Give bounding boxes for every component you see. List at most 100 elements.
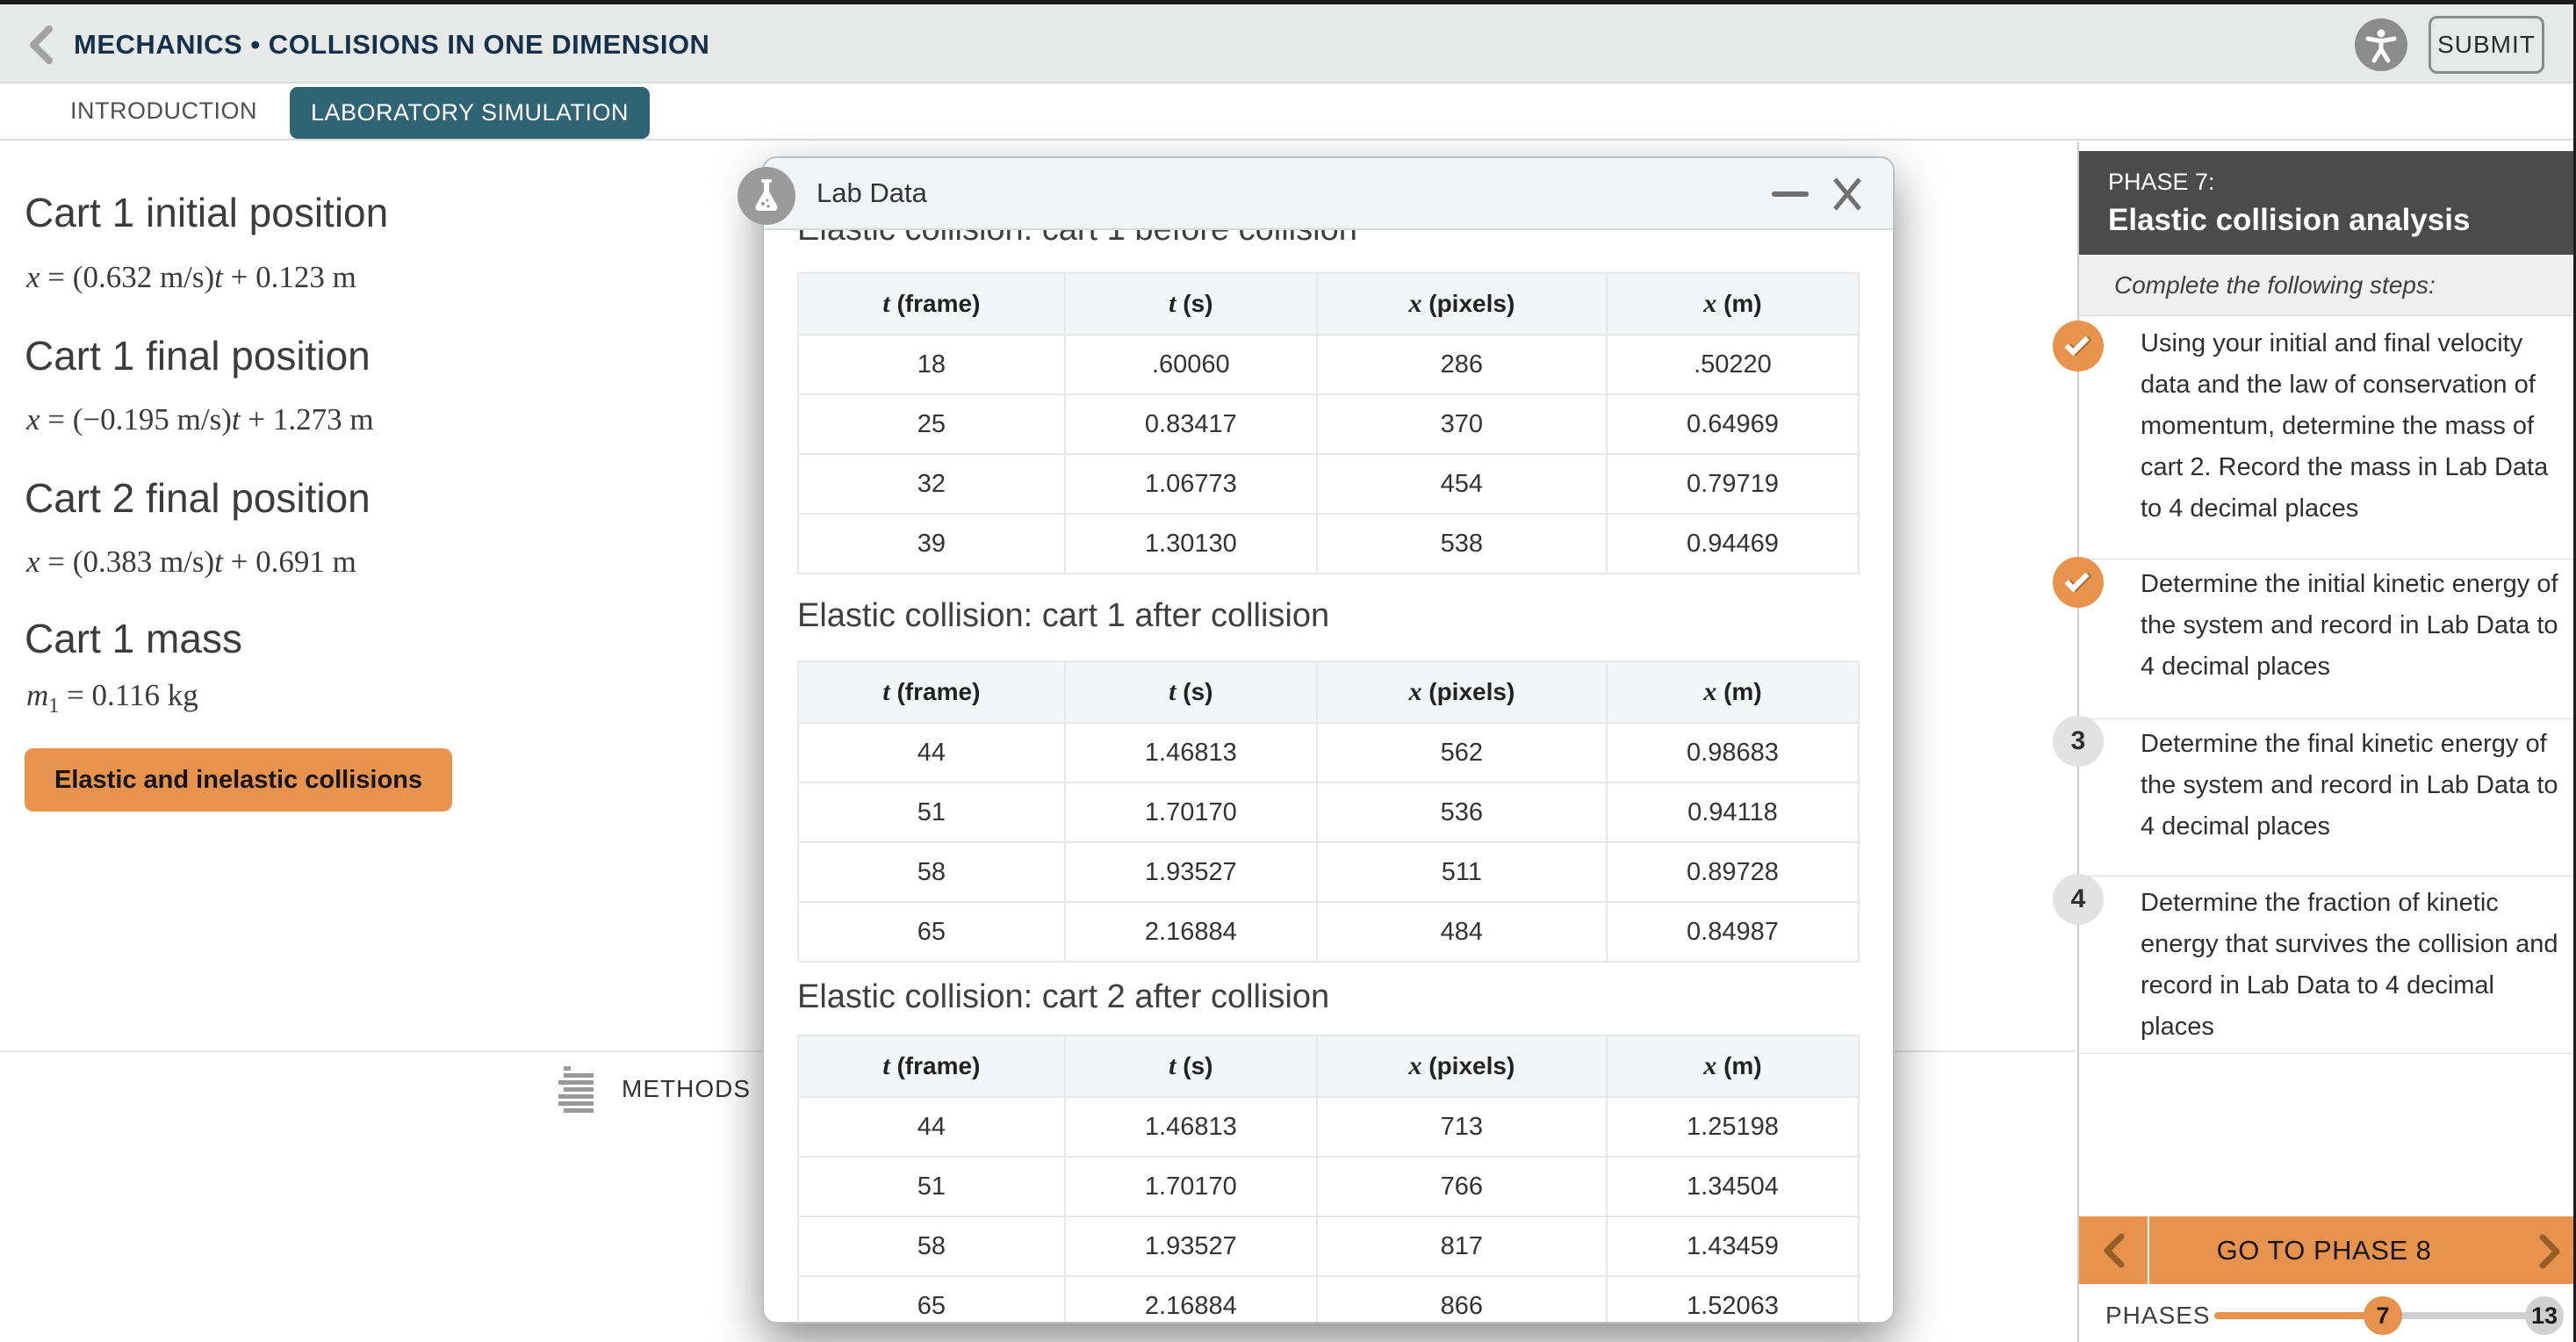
cell-x-pixels: 511 — [1315, 841, 1608, 903]
section-heading-cart2-final: Cart 2 final position — [25, 475, 371, 521]
equation-text: + 0.691 m — [222, 545, 356, 579]
steps-instruction: Complete the following steps: — [2079, 255, 2576, 316]
cell-x-m: .50220 — [1605, 334, 1860, 395]
col-t-frame: t (frame) — [797, 1035, 1066, 1098]
chevron-left-icon — [30, 25, 53, 64]
cell-x-pixels: 713 — [1315, 1096, 1608, 1158]
cell-t-frame: 18 — [797, 334, 1066, 395]
cell-t-frame: 51 — [797, 782, 1066, 843]
page-title: MECHANICS • COLLISIONS IN ONE DIMENSION — [74, 29, 710, 60]
cell-t-s: 0.83417 — [1063, 393, 1318, 455]
submit-button[interactable]: SUBMIT — [2428, 16, 2544, 74]
col-t-s: t (s) — [1063, 1035, 1318, 1098]
equation-text: = (−0.195 m/s) — [40, 402, 232, 437]
minimize-icon[interactable] — [1772, 191, 1809, 197]
cell-t-frame: 51 — [797, 1156, 1066, 1217]
section-heading-cart1-final: Cart 1 final position — [25, 333, 371, 379]
equation-var: t — [214, 260, 223, 294]
methods-button[interactable]: METHODS — [553, 1064, 751, 1114]
go-to-phase-button[interactable]: GO TO PHASE 8 — [2149, 1216, 2576, 1284]
cell-t-frame: 39 — [797, 513, 1066, 574]
equation-var: m — [26, 678, 49, 712]
table-row: 51 1.70170 766 1.34504 — [797, 1156, 1860, 1217]
lab-data-title: Lab Data — [817, 177, 927, 208]
table-row: 58 1.93527 817 1.43459 — [797, 1216, 1860, 1277]
lab-data-header[interactable]: Lab Data — [764, 158, 1893, 230]
phases-total-value: 13 — [2530, 1302, 2558, 1329]
equation-cart2-final: x = (0.383 m/s)t + 0.691 m — [26, 545, 356, 580]
previous-phase-button[interactable] — [2079, 1216, 2149, 1284]
cell-x-pixels: 370 — [1315, 393, 1608, 455]
tab-introduction[interactable]: INTRODUCTION — [70, 97, 257, 124]
equation-text: + 1.273 m — [240, 402, 374, 437]
step-4-text: Determine the fraction of kinetic energy… — [2141, 889, 2558, 1041]
cell-x-pixels: 562 — [1315, 722, 1608, 783]
table-row: 25 0.83417 370 0.64969 — [797, 393, 1860, 455]
cell-x-pixels: 538 — [1315, 513, 1608, 574]
table-row: 58 1.93527 511 0.89728 — [797, 841, 1860, 903]
table-title-cart1-after: Elastic collision: cart 1 after collisio… — [797, 597, 1330, 634]
table-row: 18 .60060 286 .50220 — [797, 334, 1860, 395]
data-table-cart2-after: t (frame) t (s) x (pixels) x (m) 44 1.46… — [797, 1035, 1860, 1322]
col-x-pixels: x (pixels) — [1315, 272, 1608, 336]
step-3: 3 Determine the final kinetic energy of … — [2053, 716, 2576, 876]
equation-cart1-final: x = (−0.195 m/s)t + 1.273 m — [26, 402, 374, 437]
col-x-pixels: x (pixels) — [1315, 660, 1608, 724]
step-1-check-icon — [2053, 321, 2104, 372]
back-button[interactable] — [21, 24, 63, 66]
col-x-pixels: x (pixels) — [1315, 1035, 1608, 1098]
cell-x-m: 0.84987 — [1605, 901, 1860, 963]
table-row: 44 1.46813 713 1.25198 — [797, 1096, 1860, 1158]
window-frame-top — [0, 0, 2576, 4]
equation-var: x — [26, 545, 40, 579]
elastic-inelastic-collisions-button[interactable]: Elastic and inelastic collisions — [25, 748, 453, 812]
table-row: 32 1.06773 454 0.79719 — [797, 453, 1860, 515]
cell-x-m: 1.52063 — [1605, 1275, 1860, 1322]
cell-t-s: 1.70170 — [1063, 782, 1318, 843]
top-bar: MECHANICS • COLLISIONS IN ONE DIMENSION … — [0, 4, 2576, 83]
lab-data-scroll-area[interactable]: Elastic collision: cart 1 before collisi… — [764, 230, 1893, 1322]
tab-laboratory-simulation[interactable]: LABORATORY SIMULATION — [290, 87, 650, 139]
phase-title: Elastic collision analysis — [2108, 203, 2471, 237]
equation-cart1-mass: m1 = 0.116 kg — [26, 678, 198, 718]
close-icon[interactable] — [1828, 174, 1867, 214]
col-t-frame: t (frame) — [797, 272, 1066, 336]
equation-cart1-initial: x = (0.632 m/s)t + 0.123 m — [26, 260, 356, 295]
data-table-cart1-before: t (frame) t (s) x (pixels) x (m) 18 .600… — [797, 272, 1860, 574]
col-x-m: x (m) — [1605, 1035, 1860, 1098]
phases-current-handle[interactable]: 7 — [2364, 1296, 2402, 1335]
check-icon — [2064, 567, 2090, 593]
accessibility-button[interactable] — [2355, 18, 2407, 71]
step-divider — [2079, 718, 2576, 719]
cell-t-s: 1.46813 — [1063, 722, 1318, 783]
phase-number-label: PHASE 7: — [2108, 169, 2215, 195]
cell-x-pixels: 866 — [1315, 1275, 1608, 1322]
cell-x-pixels: 286 — [1315, 334, 1608, 395]
methods-label: METHODS — [622, 1075, 751, 1102]
section-heading-cart1-initial: Cart 1 initial position — [25, 190, 389, 235]
step-2-text: Determine the initial kinetic energy of … — [2141, 570, 2558, 681]
table-row: 44 1.46813 562 0.98683 — [797, 722, 1860, 783]
step-1-text: Using your initial and final velocity da… — [2141, 329, 2549, 523]
cell-x-pixels: 817 — [1315, 1216, 1608, 1277]
cell-t-frame: 65 — [797, 1275, 1066, 1322]
equation-var: x — [26, 402, 40, 437]
equation-var: t — [231, 402, 241, 437]
col-t-s: t (s) — [1063, 272, 1318, 336]
table-row: 51 1.70170 536 0.94118 — [797, 782, 1860, 843]
cell-t-frame: 65 — [797, 901, 1066, 963]
equation-text: = (0.632 m/s) — [40, 260, 215, 294]
table-title-cart2-after: Elastic collision: cart 2 after collisio… — [797, 978, 1330, 1015]
equation-text: = 0.116 kg — [59, 678, 198, 712]
equation-subscript: 1 — [48, 695, 60, 718]
cell-x-m: 1.34504 — [1605, 1156, 1860, 1217]
equation-var: x — [26, 260, 40, 294]
col-x-m: x (m) — [1605, 660, 1860, 724]
chevron-left-icon — [2104, 1233, 2125, 1267]
cell-t-s: 2.16884 — [1063, 1275, 1318, 1322]
phase-header: PHASE 7: Elastic collision analysis — [2079, 151, 2576, 255]
step-3-number-badge: 3 — [2053, 716, 2104, 767]
table-header-row: t (frame) t (s) x (pixels) x (m) — [797, 660, 1860, 724]
check-icon — [2064, 331, 2090, 357]
cell-t-s: 1.30130 — [1063, 513, 1318, 574]
